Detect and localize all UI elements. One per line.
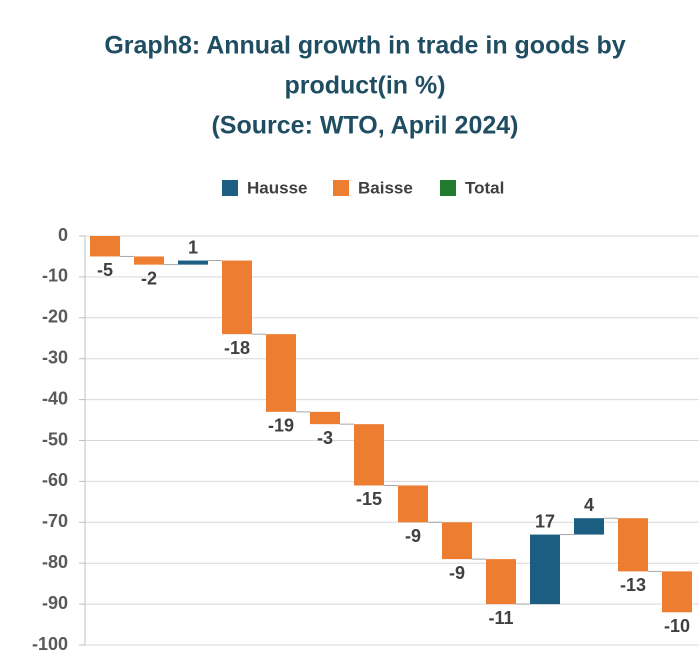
data-label: 4 — [584, 495, 594, 515]
y-tick-label: -20 — [42, 307, 68, 327]
legend-swatch — [440, 180, 456, 196]
chart-title: product(in %) — [284, 72, 445, 100]
legend-label: Hausse — [247, 178, 307, 197]
y-tick-label: -60 — [42, 470, 68, 490]
y-tick-label: -70 — [42, 511, 68, 531]
bar — [398, 485, 428, 523]
data-label: -13 — [620, 575, 646, 595]
bar — [178, 260, 208, 265]
data-label: -9 — [405, 526, 421, 546]
data-label: -19 — [268, 416, 294, 436]
legend-swatch — [222, 180, 238, 196]
y-tick-label: -30 — [42, 347, 68, 367]
data-label: -18 — [224, 338, 250, 358]
chart-title: Graph8: Annual growth in trade in goods … — [104, 32, 625, 60]
y-tick-label: -50 — [42, 429, 68, 449]
data-label: -11 — [488, 608, 513, 628]
bar — [486, 559, 516, 605]
data-label: -2 — [141, 268, 157, 288]
data-label: -3 — [317, 428, 333, 448]
data-label: -15 — [356, 489, 382, 509]
data-label: 1 — [188, 237, 198, 257]
data-label: 17 — [535, 511, 555, 531]
legend-swatch — [333, 180, 349, 196]
bar — [90, 236, 120, 257]
data-label: -9 — [449, 563, 465, 583]
bar — [134, 256, 164, 265]
y-tick-label: -80 — [42, 552, 68, 572]
y-tick-label: 0 — [58, 225, 68, 245]
y-tick-label: -10 — [42, 266, 68, 286]
bar — [442, 522, 472, 560]
legend-label: Baisse — [358, 178, 413, 197]
data-label: -10 — [664, 616, 690, 636]
y-tick-label: -40 — [42, 388, 68, 408]
y-tick-label: -100 — [32, 634, 68, 654]
bar — [310, 411, 340, 425]
bar — [662, 571, 692, 613]
chart-title: (Source: WTO, April 2024) — [211, 112, 518, 140]
bar — [354, 424, 384, 486]
bar — [266, 334, 296, 412]
data-label: -5 — [97, 260, 113, 280]
bar — [574, 518, 604, 535]
bar — [618, 518, 648, 572]
legend-label: Total — [465, 178, 504, 197]
bar — [222, 260, 252, 335]
bar — [530, 534, 560, 605]
y-tick-label: -90 — [42, 593, 68, 613]
